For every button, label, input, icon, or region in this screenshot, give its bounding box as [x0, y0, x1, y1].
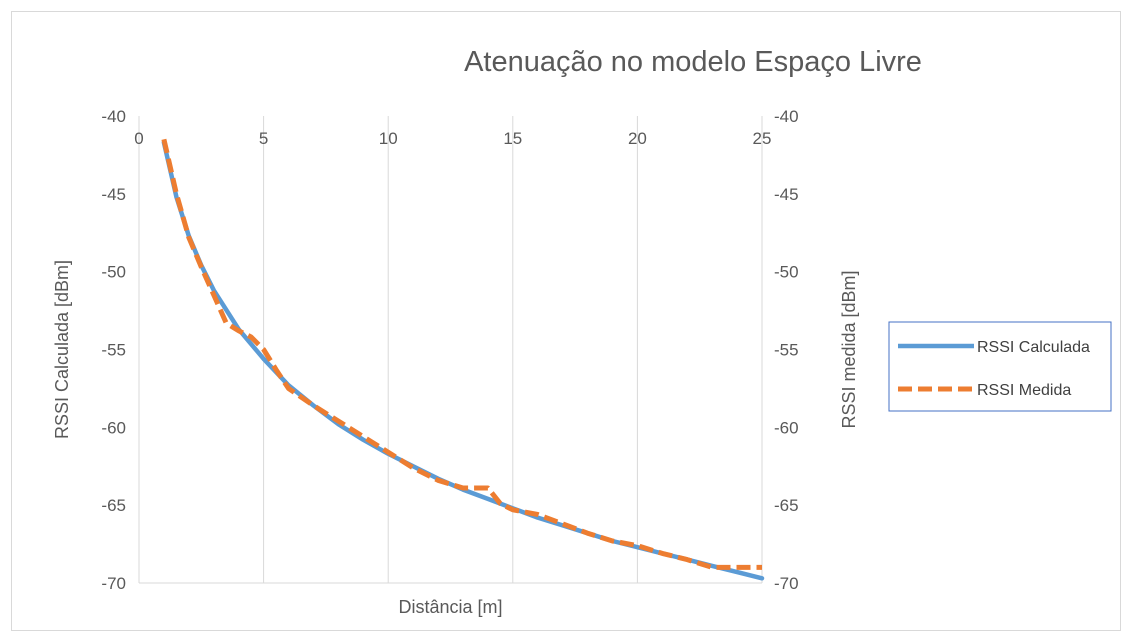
- y2-tick-labels: -40 -45 -50 -55 -60 -65 -70: [774, 107, 799, 593]
- y-tick-label: -70: [101, 574, 126, 593]
- chart-frame: 0 5 10 15 20 25 -40 -45 -50 -55 -60 -65 -70 -40 -45-…: [11, 11, 1121, 631]
- y2-tick-label: -55: [774, 341, 799, 360]
- series-line-rssi-medida: [161, 138, 762, 570]
- legend: RSSI Calculada RSSI Medida: [888, 321, 1112, 412]
- x-tick-label: 20: [628, 129, 647, 148]
- y2-tick-label: -45: [774, 185, 799, 204]
- y-axis-title: RSSI Calculada [dBm]: [52, 260, 72, 439]
- legend-box: [888, 321, 1112, 412]
- chart-title: Atenuação no modelo Espaço Livre: [464, 46, 922, 78]
- legend-label-rssi-calculada: RSSI Calculada: [977, 339, 1090, 356]
- y-tick-label: -60: [101, 418, 126, 437]
- y-tick-labels: -40 -45 -50 -55 -60 -65 -70: [101, 107, 126, 593]
- series-layer: [161, 138, 765, 581]
- y-tick-label: -65: [101, 496, 126, 515]
- y2-tick-label: -50: [774, 263, 799, 282]
- x-tick-label: 25: [753, 129, 772, 148]
- x-tick-label: 5: [259, 129, 268, 148]
- series-line-rssi-calculada: [161, 140, 765, 581]
- y2-tick-label: -60: [774, 418, 799, 437]
- y-tick-label: -45: [101, 185, 126, 204]
- gridlines: [138, 116, 763, 583]
- y-tick-label: -55: [101, 341, 126, 360]
- x-tick-label: 10: [379, 129, 398, 148]
- chart-svg: 0 5 10 15 20 25 -40-45-50-55-60-65-70 -40-45-…: [52, 46, 1112, 617]
- y2-axis-title: RSSI medida [dBm]: [839, 270, 859, 428]
- legend-label-rssi-medida: RSSI Medida: [977, 382, 1071, 399]
- x-tick-label: 0: [134, 129, 143, 148]
- y2-tick-label: -40: [774, 107, 799, 126]
- x-tick-label: 15: [503, 129, 522, 148]
- y-tick-label: -40: [101, 107, 126, 126]
- y2-tick-label: -65: [774, 496, 799, 515]
- y-tick-label: -50: [101, 263, 126, 282]
- x-tick-labels: 0 5 10 15 20 25: [134, 129, 771, 148]
- y2-tick-label: -70: [774, 574, 799, 593]
- x-axis-title: Distância [m]: [398, 597, 502, 617]
